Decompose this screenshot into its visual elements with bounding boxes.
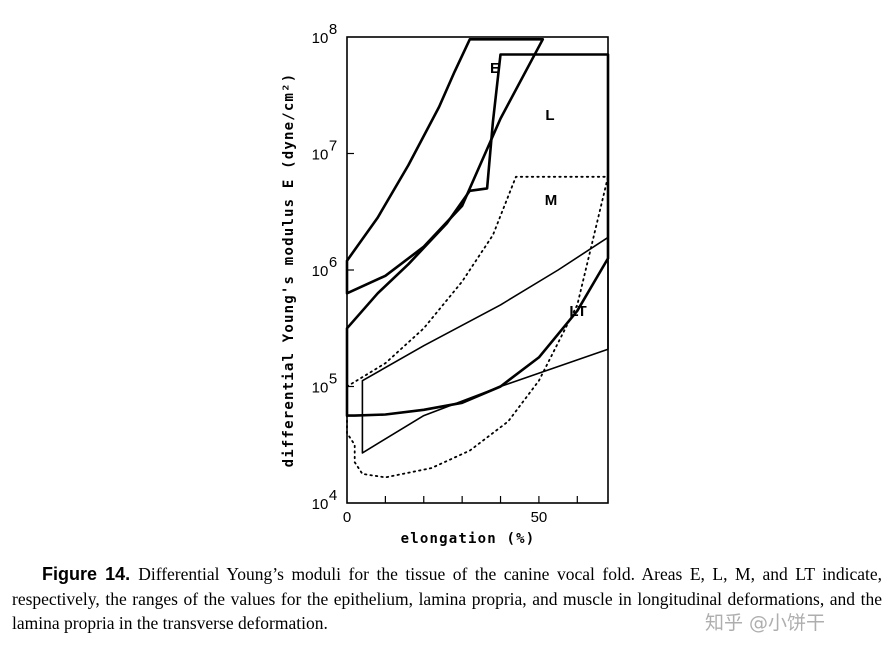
axis-ticks xyxy=(347,152,578,503)
y-tick-exponent: 7 xyxy=(329,138,337,155)
y-tick-exponent: 6 xyxy=(329,254,337,271)
region-lt-label: LT xyxy=(569,303,586,320)
y-tick-label: 10 xyxy=(312,147,329,164)
region-e-label: E xyxy=(490,60,500,77)
x-tick-label: 0 xyxy=(343,509,351,526)
y-tick-label: 10 xyxy=(312,496,329,513)
figure-caption: Figure 14. Differential Young’s moduli fo… xyxy=(12,562,882,636)
x-tick-label: 50 xyxy=(531,509,548,526)
region-m-label: M xyxy=(545,192,558,209)
plot-frame xyxy=(346,36,609,504)
region-lt-boundary xyxy=(361,236,609,454)
x-axis-title: elongation (%) xyxy=(401,531,536,547)
region-l-boundary xyxy=(345,53,610,417)
y-tick-exponent: 5 xyxy=(329,371,337,388)
y-axis-title: differential Young's modulus E (dyne/cm²… xyxy=(281,73,297,468)
region-m-boundary xyxy=(346,175,609,479)
y-tick-exponent: 8 xyxy=(329,21,337,38)
region-e-boundary xyxy=(345,37,545,295)
plot-area-border xyxy=(346,36,609,504)
y-tick-label: 10 xyxy=(312,263,329,280)
y-tick-label: 10 xyxy=(312,30,329,47)
y-tick-label: 10 xyxy=(312,380,329,397)
region-boundaries xyxy=(345,37,610,479)
watermark: 知乎 @小饼干 xyxy=(705,612,826,634)
caption-text: Differential Young’s moduli for the tiss… xyxy=(12,564,882,633)
y-tick-exponent: 4 xyxy=(329,487,337,504)
region-l-label: L xyxy=(545,107,554,124)
figure-label: Figure 14. xyxy=(42,564,131,584)
